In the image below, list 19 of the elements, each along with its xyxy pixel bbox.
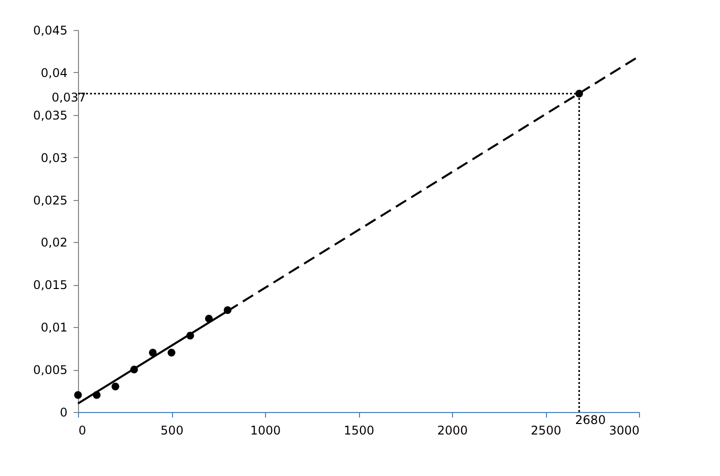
- x-tick-label: 500: [160, 424, 184, 438]
- y-tick-label: 0: [60, 406, 68, 420]
- y-tick-label: 0,04: [40, 66, 68, 80]
- y-tick-label: 0,025: [33, 193, 68, 208]
- y-tick-label: 0,01: [40, 320, 68, 335]
- y-tick-label: 0,03: [40, 150, 68, 165]
- y-tick-label: 0,02: [40, 236, 68, 250]
- annotation: 0,037: [52, 90, 86, 105]
- y-tick-label: 0,035: [33, 108, 68, 122]
- x-tick-label: 1500: [344, 424, 374, 438]
- x-tick-label: 0: [78, 424, 86, 438]
- y-tick-label: 0,005: [33, 363, 68, 378]
- x-tick-label: 2500: [530, 424, 562, 438]
- x-tick-label: 1000: [250, 424, 281, 438]
- y-tick-label: 0,015: [33, 278, 68, 292]
- x-tick-label: 3000: [608, 424, 640, 438]
- y-tick-label: 0,045: [33, 24, 68, 38]
- x-tick-label: 2000: [437, 424, 468, 438]
- annotation: 2680: [575, 413, 606, 427]
